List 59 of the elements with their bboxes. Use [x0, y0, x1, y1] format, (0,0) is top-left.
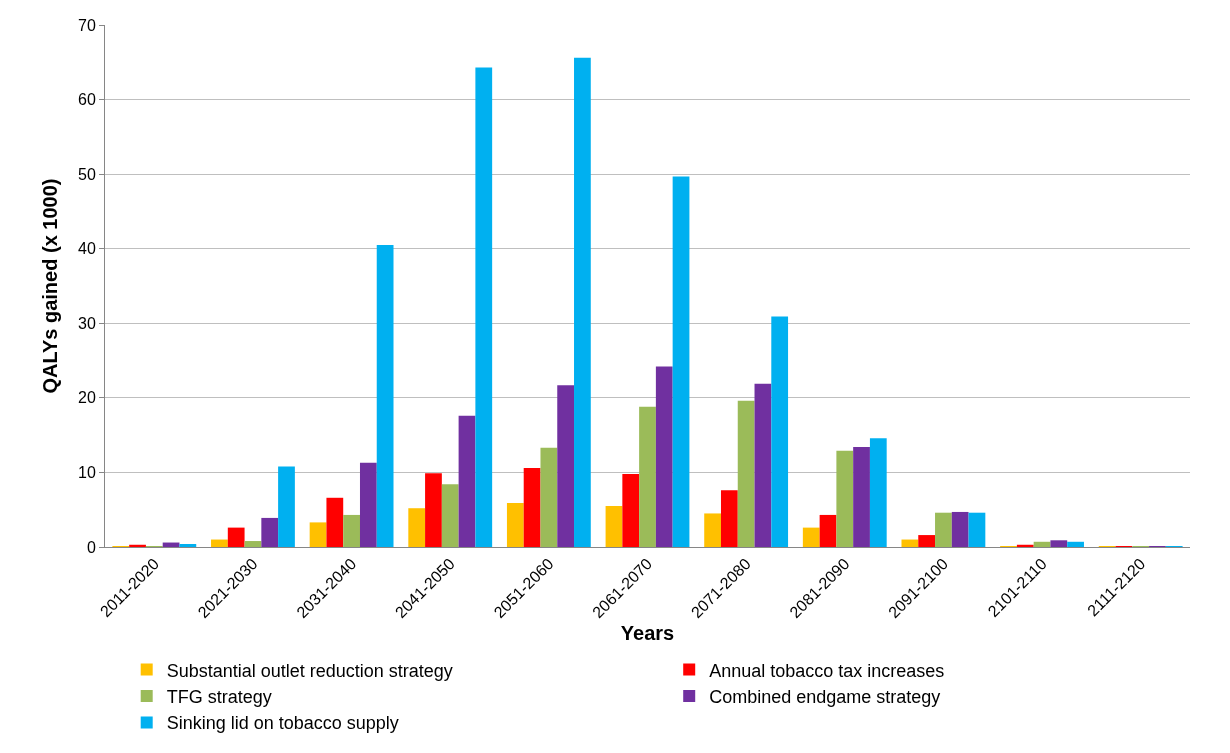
bar: [261, 517, 279, 547]
bar: [506, 503, 524, 547]
bar: [737, 400, 755, 547]
y-tick-label: 60: [78, 91, 96, 109]
bar: [278, 466, 295, 547]
bar: [802, 527, 820, 547]
y-axis-title: QALYs gained (x 1000): [38, 178, 61, 394]
bar: [622, 473, 640, 547]
bar: [574, 57, 591, 547]
legend-label: Substantial outlet reduction strategy: [166, 660, 453, 681]
bar: [557, 385, 575, 547]
bar: [704, 513, 721, 547]
y-tick-label: 0: [86, 538, 96, 556]
bar: [655, 366, 673, 547]
legend-label: Annual tobacco tax increases: [709, 660, 945, 681]
y-tick-label: 30: [78, 314, 96, 332]
bar: [1033, 541, 1051, 547]
bar: [343, 514, 360, 547]
bar: [951, 511, 969, 547]
bar: [211, 539, 228, 547]
bar: [376, 244, 394, 547]
bar: [179, 544, 197, 547]
bar: [771, 316, 789, 547]
y-tick-label: 70: [78, 16, 96, 34]
bar: [244, 541, 262, 547]
bar: [309, 522, 327, 547]
bar: [901, 539, 919, 547]
bar: [853, 447, 870, 547]
bar: [523, 467, 541, 547]
bar: [918, 535, 936, 547]
bar: [441, 484, 459, 547]
bar: [720, 490, 738, 547]
legend-label: Combined endgame strategy: [709, 687, 941, 708]
legend-label: TFG strategy: [166, 687, 272, 708]
bar: [672, 176, 690, 547]
bar: [968, 512, 986, 547]
bar: [475, 67, 493, 547]
x-axis-title: Years: [620, 621, 675, 644]
bar: [605, 505, 623, 547]
bar: [408, 508, 426, 547]
bar: [836, 450, 854, 547]
bar: [227, 527, 245, 547]
y-tick-label: 40: [78, 240, 96, 258]
bar: [1067, 541, 1084, 547]
y-tick-label: 10: [78, 464, 96, 482]
bar: [540, 447, 558, 547]
y-tick-label: 20: [78, 389, 96, 407]
bar: [458, 415, 476, 547]
bar: [754, 383, 772, 547]
bar: [425, 473, 442, 547]
bar: [819, 514, 837, 547]
y-tick-label: 50: [78, 165, 96, 183]
legend-label: Sinking lid on tobacco supply: [166, 713, 399, 734]
bar: [326, 497, 344, 547]
bar: [869, 438, 887, 547]
bar: [359, 462, 377, 547]
bar: [935, 512, 952, 547]
bar: [639, 406, 656, 547]
bar: [1050, 540, 1068, 547]
